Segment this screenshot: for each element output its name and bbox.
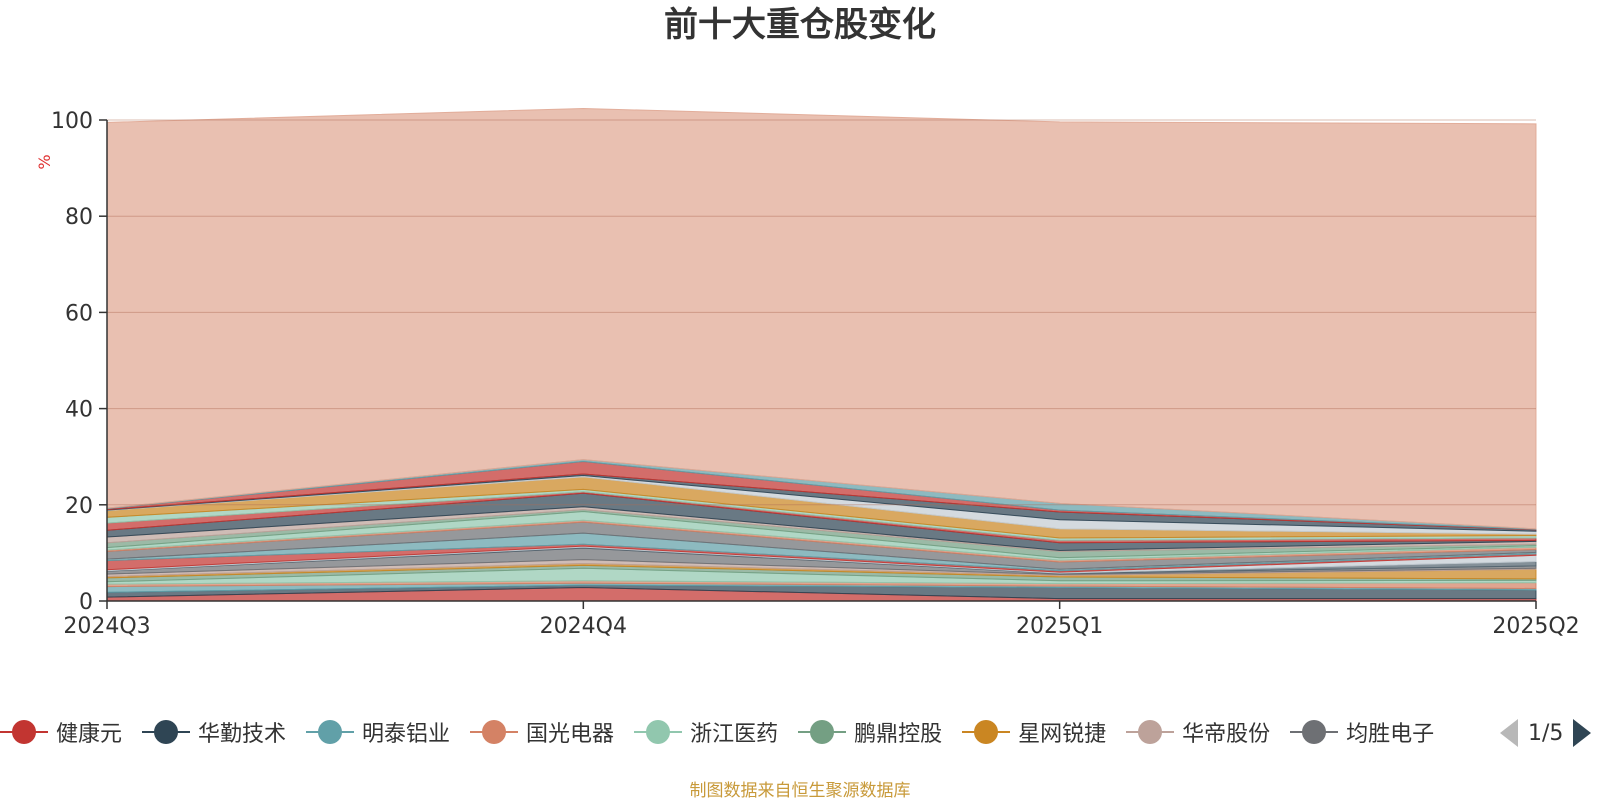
x-tick-label: 2024Q3	[63, 614, 150, 639]
legend-item[interactable]: 浙江医药	[634, 712, 778, 752]
legend-label: 均胜电子	[1346, 722, 1435, 747]
legend-marker-icon	[142, 717, 191, 747]
legend-item[interactable]: 华勤技术	[142, 712, 286, 752]
legend-label: 星网锐捷	[1018, 722, 1107, 747]
area-series-27	[106, 107, 1537, 530]
legend-label: 国光电器	[526, 722, 615, 747]
legend-item[interactable]: 星网锐捷	[962, 712, 1106, 752]
legend-item[interactable]: 国光电器	[470, 712, 614, 752]
data-source-note: 制图数据来自恒生聚源数据库	[689, 781, 911, 801]
legend-marker-icon	[1290, 717, 1339, 747]
legend-label: 华帝股份	[1182, 722, 1271, 747]
x-tick-label: 2025Q1	[1016, 614, 1103, 639]
legend-label: 鹏鼎控股	[854, 722, 943, 747]
legend-marker-icon	[962, 717, 1011, 747]
y-tick-label: 40	[65, 398, 93, 423]
legend-item[interactable]: 健康元	[0, 712, 122, 752]
y-tick-label: 60	[65, 301, 93, 326]
legend-label: 明泰铝业	[362, 722, 451, 747]
y-axis-unit-label: %	[35, 154, 54, 169]
y-tick-label: 100	[51, 109, 93, 134]
legend-marker-icon	[634, 717, 683, 747]
legend-item[interactable]: 均胜电子	[1290, 712, 1434, 752]
legend-item[interactable]: 鹏鼎控股	[798, 712, 942, 752]
legend-pager: 1/5	[1500, 716, 1600, 750]
legend-next-arrow-icon[interactable]	[1573, 719, 1592, 747]
x-tick-label: 2024Q4	[540, 614, 627, 639]
legend-item[interactable]: 华帝股份	[1126, 712, 1270, 752]
x-tick-label: 2025Q2	[1492, 614, 1579, 639]
legend-marker-icon	[306, 717, 355, 747]
legend-label: 健康元	[56, 722, 123, 747]
y-tick-label: 20	[65, 494, 93, 519]
legend-prev-arrow-icon[interactable]	[1500, 719, 1518, 747]
legend-marker-icon	[1126, 717, 1175, 747]
legend-label: 华勤技术	[198, 722, 287, 747]
y-tick-label: 80	[65, 205, 93, 230]
chart-title: 前十大重仓股变化	[664, 5, 936, 45]
legend-marker-icon	[0, 717, 48, 747]
y-tick-label: 0	[79, 590, 93, 615]
legend-marker-icon	[798, 717, 847, 747]
legend-item[interactable]: 明泰铝业	[306, 712, 450, 752]
legend-label: 浙江医药	[690, 722, 779, 747]
legend: 健康元 华勤技术 明泰铝业 国光电器 浙江医药 鹏鼎控股 星网锐捷 华帝股份 均胜电子	[0, 712, 1480, 752]
legend-marker-icon	[470, 717, 519, 747]
legend-page-indicator: 1/5	[1528, 720, 1564, 746]
